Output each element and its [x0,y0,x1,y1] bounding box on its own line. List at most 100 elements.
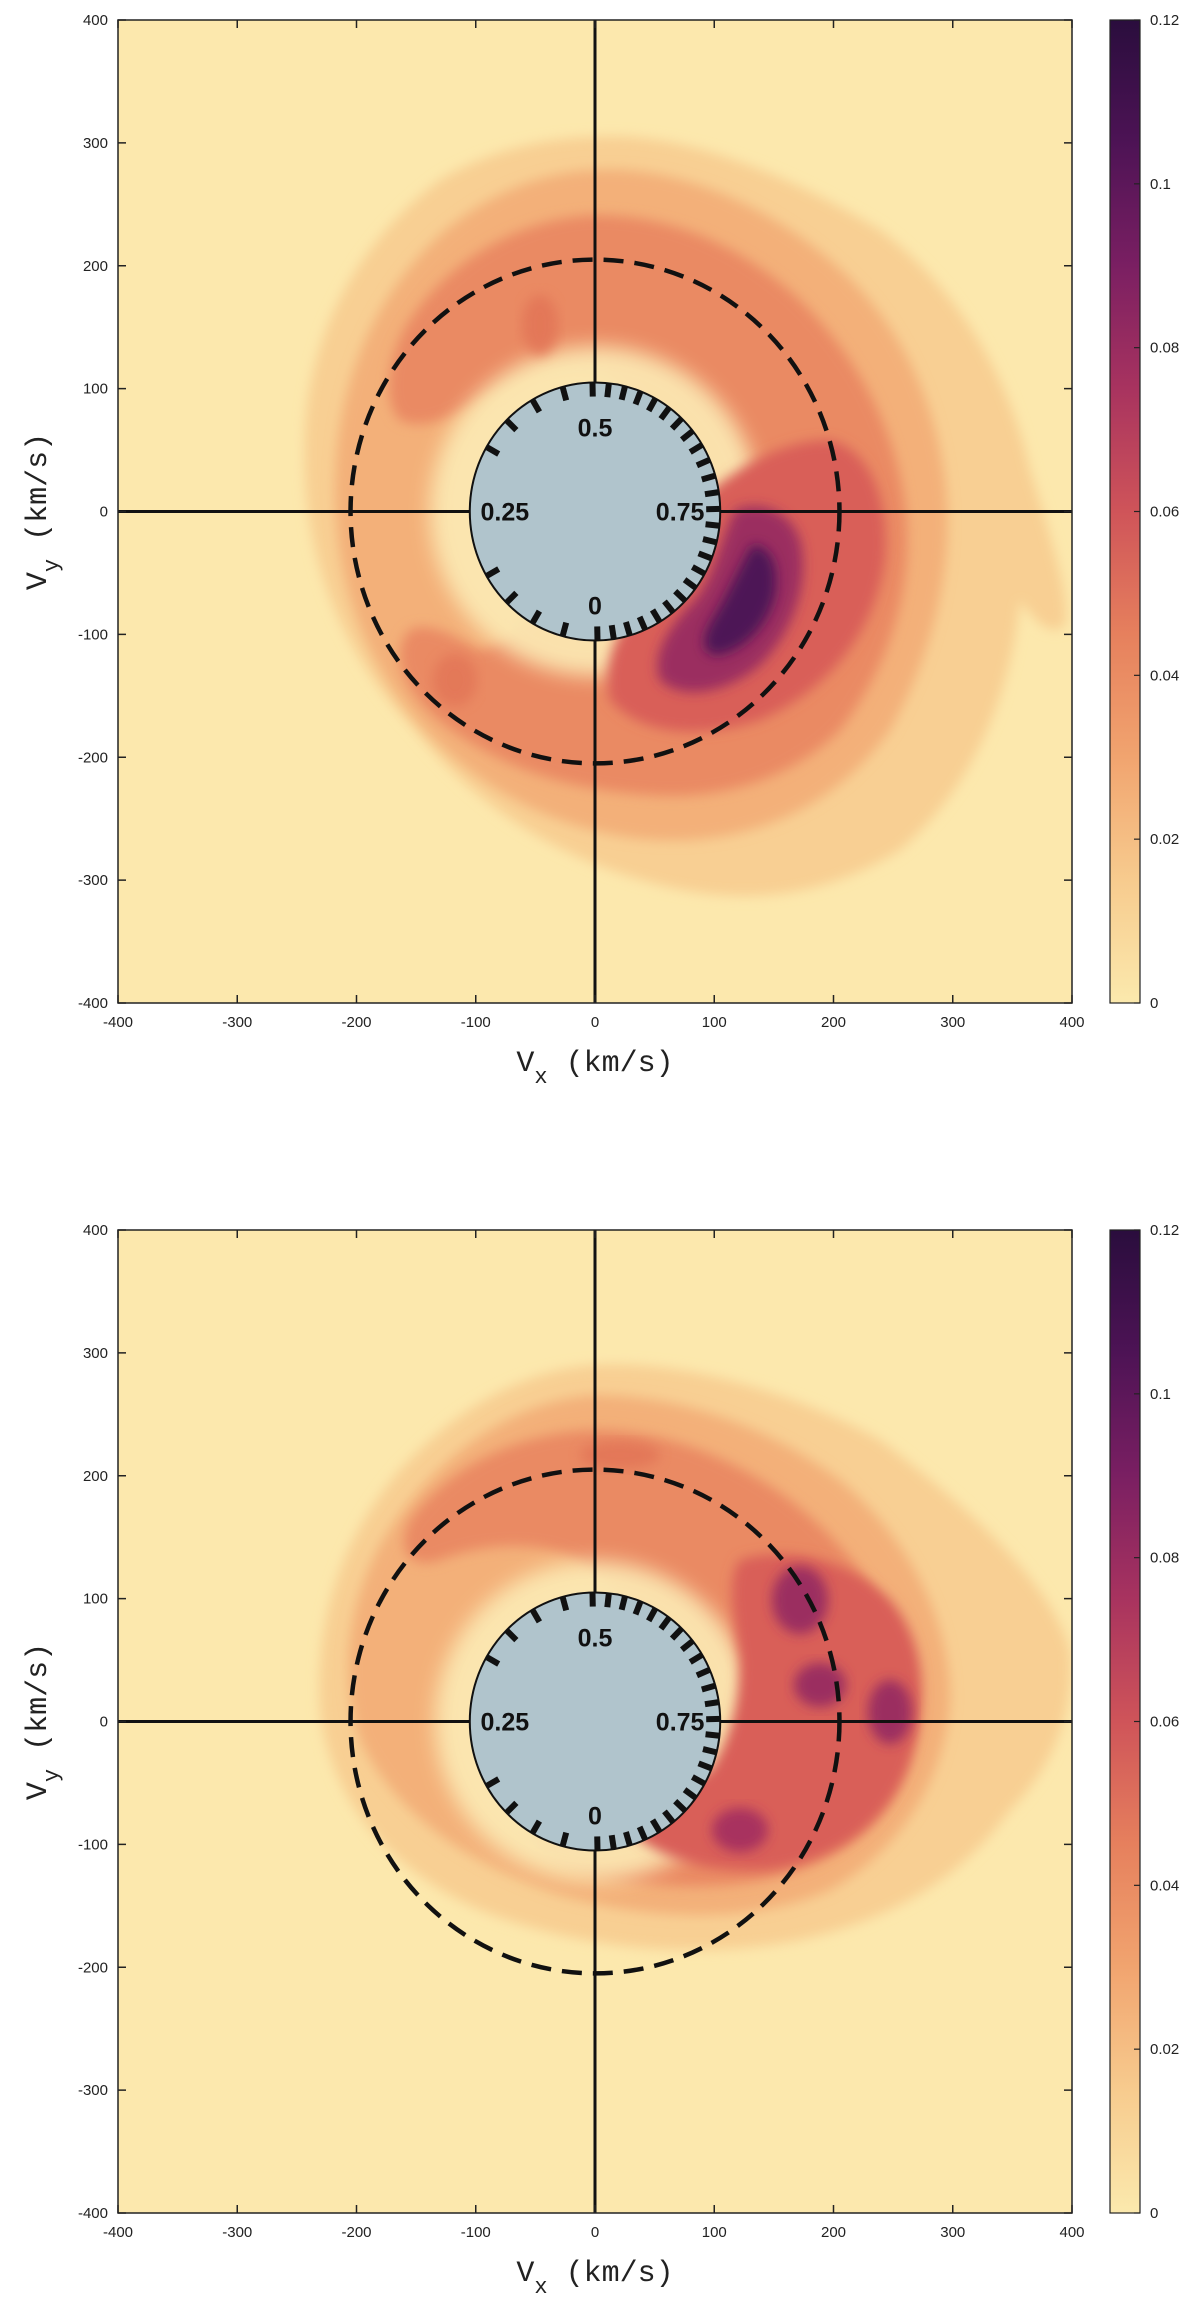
phase-tick [608,624,617,640]
phase-tick [504,418,519,433]
y-tick-label: -400 [78,995,108,1012]
colorbar-tick-label: 0.06 [1150,1714,1179,1731]
y-axis-label: Vy (km/s) [22,1643,65,1800]
phase-label: 0 [588,593,602,621]
y-tick-label: 200 [83,258,108,275]
phase-tick [636,1825,648,1841]
phase-tick [669,1626,684,1641]
x-axis-label: Vx (km/s) [516,1047,673,1090]
x-tick-label: 200 [821,1014,846,1031]
phase-tick [690,1774,707,1787]
y-tick-label: 100 [83,381,108,398]
y-tick-label: 400 [83,1222,108,1239]
phase-tick [682,577,698,591]
phase-tick [697,550,713,562]
colorbar-tick-label: 0.12 [1150,1222,1179,1239]
y-tick-label: 200 [83,1468,108,1485]
phase-tick [705,1731,720,1739]
y-axis-label: Vy (km/s) [22,433,65,590]
density-spot [580,1441,660,1469]
y-tick-label: -100 [78,626,108,643]
phase-tick [604,1592,612,1608]
x-tick-label: -100 [461,1014,491,1031]
y-tick-label: -400 [78,2205,108,2222]
phase-tick [559,1831,570,1847]
x-tick-label: -300 [222,1014,252,1031]
phase-tick [623,621,633,637]
phase-tick [705,521,720,529]
phase-tick [485,566,501,579]
phase-label: 0.75 [656,499,705,527]
y-axis-label-group: Vy (km/s) [22,433,65,590]
phase-tick [485,1776,501,1789]
colorbar-tick-label: 0.04 [1150,667,1179,684]
phase-tick [649,608,663,624]
phase-label: 0.5 [578,1625,613,1653]
x-tick-label: 400 [1059,1014,1084,1031]
y-tick-label: 300 [83,1345,108,1362]
density-level-5 [712,1808,768,1852]
phase-tick [695,1667,711,1679]
x-tick-label: -400 [103,2224,133,2241]
phase-tick [485,1654,501,1667]
colorbar-tick-label: 0.02 [1150,831,1179,848]
phase-tick [673,1799,688,1814]
x-axis-label: Vx (km/s) [516,2257,673,2300]
x-tick-label: 300 [940,1014,965,1031]
density-level-4 [630,1554,922,1871]
phase-tick [559,621,570,637]
phase-tick [618,385,628,401]
y-tick-label: 0 [100,1714,108,1731]
density-spot [433,654,477,706]
phase-tick [704,489,720,498]
phase-tick [529,1819,542,1835]
colorbar-tick-label: 0.08 [1150,340,1179,357]
phase-tick [702,536,718,546]
y-tick-label: -200 [78,749,108,766]
y-axis-label-group: Vy (km/s) [22,1643,65,1800]
phase-tick [636,615,648,631]
density-level-5 [772,1566,828,1634]
x-tick-label: 100 [702,1014,727,1031]
phase-tick [702,1746,718,1756]
phase-tick [704,1699,720,1708]
density-spot [522,295,558,355]
phase-tick [623,1831,633,1847]
density-level-5 [794,1663,846,1707]
phase-tick [690,564,707,577]
y-tick-label: 400 [83,12,108,29]
phase-tick [700,472,717,483]
phase-tick [697,1760,713,1772]
phase-tick [504,1800,519,1815]
bottom-panel: 0 0.25 0.5 0.75 -400 -300 -200 -100 0 100 200 300 40… [22,1222,1179,2300]
phase-tick [679,428,695,443]
x-tick-label: -300 [222,2224,252,2241]
x-tick-label: -200 [341,1014,371,1031]
colorbar-tick-label: 0 [1150,2205,1158,2222]
x-tick-label: 100 [702,2224,727,2241]
x-tick-label: 0 [591,2224,599,2241]
phase-tick [529,609,542,625]
phase-tick [529,1608,542,1624]
x-tick-label: 400 [1059,2224,1084,2241]
y-tick-label: -100 [78,1836,108,1853]
phase-tick [688,1652,704,1665]
phase-tick [658,1615,672,1631]
phase-tick [673,589,688,604]
phase-tick [646,397,659,413]
phase-tick [559,1596,570,1612]
phase-tick [504,590,519,605]
colorbar-tick-label: 0.12 [1150,12,1179,29]
colorbar-tick-label: 0.04 [1150,1877,1179,1894]
phase-label: 0 [588,1803,602,1831]
phase-tick [695,457,711,469]
phase-tick [504,1628,519,1643]
phase-tick [679,1638,695,1653]
colorbar-tick-label: 0.1 [1150,1386,1171,1403]
y-tick-label: 100 [83,1591,108,1608]
phase-tick [559,386,570,402]
y-tick-label: 300 [83,135,108,152]
phase-tick [646,1607,659,1623]
x-tick-label: 200 [821,2224,846,2241]
